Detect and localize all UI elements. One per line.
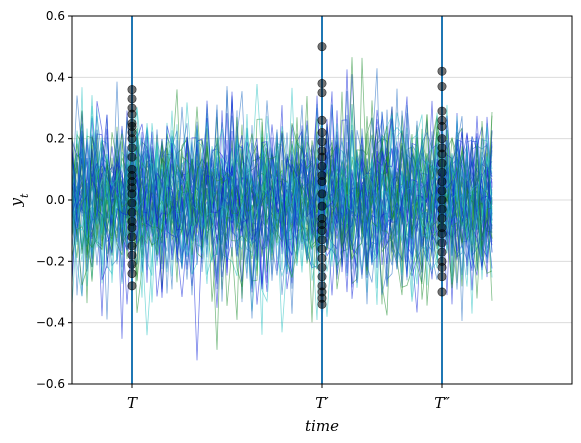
marker-point bbox=[317, 226, 327, 236]
series-line bbox=[72, 113, 493, 288]
y-axis-ticks: −0.6 −0.4 −0.2 0.0 0.2 0.4 0.6 bbox=[36, 9, 72, 391]
series-line bbox=[72, 104, 493, 283]
marker-point bbox=[437, 272, 447, 282]
marker-point bbox=[317, 115, 327, 125]
marker-point bbox=[317, 201, 327, 211]
marker-point bbox=[437, 106, 447, 116]
y-tick-label: 0.2 bbox=[46, 132, 65, 146]
marker-point bbox=[437, 167, 447, 177]
marker-point bbox=[127, 152, 137, 162]
marker-point bbox=[437, 177, 447, 187]
x-axis-ticks: T T′ T″ bbox=[127, 384, 450, 412]
y-axis-label: yt bbox=[7, 193, 31, 207]
marker-point bbox=[317, 262, 327, 272]
marker-point bbox=[437, 121, 447, 131]
marker-point bbox=[437, 213, 447, 223]
marker-point bbox=[127, 281, 137, 291]
y-tick-label: 0.0 bbox=[46, 193, 65, 207]
series-line bbox=[72, 114, 493, 322]
marker-point bbox=[317, 42, 327, 52]
marker-point bbox=[127, 223, 137, 233]
marker-point bbox=[317, 152, 327, 162]
series-lines bbox=[72, 57, 493, 361]
marker-point bbox=[127, 134, 137, 144]
marker-point bbox=[127, 207, 137, 217]
marker-point bbox=[317, 235, 327, 245]
marker-point bbox=[127, 85, 137, 95]
marker-point bbox=[437, 247, 447, 257]
marker-point bbox=[317, 177, 327, 187]
marker-point bbox=[127, 232, 137, 242]
marker-point bbox=[437, 229, 447, 239]
marker-point bbox=[317, 137, 327, 147]
marker-point bbox=[437, 82, 447, 92]
marker-point bbox=[127, 198, 137, 208]
y-tick-label: 0.6 bbox=[46, 9, 65, 23]
marker-point bbox=[317, 299, 327, 309]
series-line bbox=[72, 100, 493, 298]
marker-point bbox=[127, 259, 137, 269]
marker-point bbox=[127, 94, 137, 104]
marker-point bbox=[317, 244, 327, 254]
y-tick-label: −0.4 bbox=[36, 316, 65, 330]
marker-point bbox=[127, 269, 137, 279]
marker-point bbox=[317, 272, 327, 282]
marker-point bbox=[317, 88, 327, 98]
series-line bbox=[72, 110, 493, 323]
y-tick-label: −0.2 bbox=[36, 254, 65, 268]
marker-point bbox=[437, 66, 447, 76]
marker-point bbox=[127, 250, 137, 260]
x-tick-label: T′ bbox=[315, 394, 329, 412]
y-axis-label-subscript: t bbox=[18, 193, 31, 198]
marker-point bbox=[127, 189, 137, 199]
y-tick-label: 0.4 bbox=[46, 70, 65, 84]
series-line bbox=[72, 110, 493, 333]
series-line bbox=[72, 115, 493, 293]
series-line bbox=[72, 57, 493, 286]
marker-point bbox=[127, 143, 137, 153]
marker-point bbox=[437, 195, 447, 205]
series-line bbox=[72, 114, 493, 302]
series-line bbox=[72, 91, 493, 276]
y-axis-label-main: y bbox=[7, 197, 25, 207]
x-tick-label: T bbox=[127, 394, 138, 412]
marker-point bbox=[437, 238, 447, 248]
marker-point bbox=[317, 78, 327, 88]
marker-point bbox=[437, 287, 447, 297]
marker-point bbox=[127, 109, 137, 119]
marker-point bbox=[437, 149, 447, 159]
marker-point bbox=[317, 161, 327, 171]
marker-point bbox=[437, 158, 447, 168]
marker-point bbox=[317, 128, 327, 138]
marker-point bbox=[437, 134, 447, 144]
marker-point bbox=[127, 241, 137, 251]
marker-point bbox=[437, 204, 447, 214]
marker-lines bbox=[127, 16, 447, 384]
marker-point bbox=[437, 262, 447, 272]
x-tick-label: T″ bbox=[434, 394, 450, 412]
marker-point bbox=[317, 189, 327, 199]
marker-point bbox=[317, 253, 327, 263]
marker-point bbox=[437, 186, 447, 196]
x-axis-label: time bbox=[305, 417, 339, 435]
y-tick-label: −0.6 bbox=[36, 377, 65, 391]
